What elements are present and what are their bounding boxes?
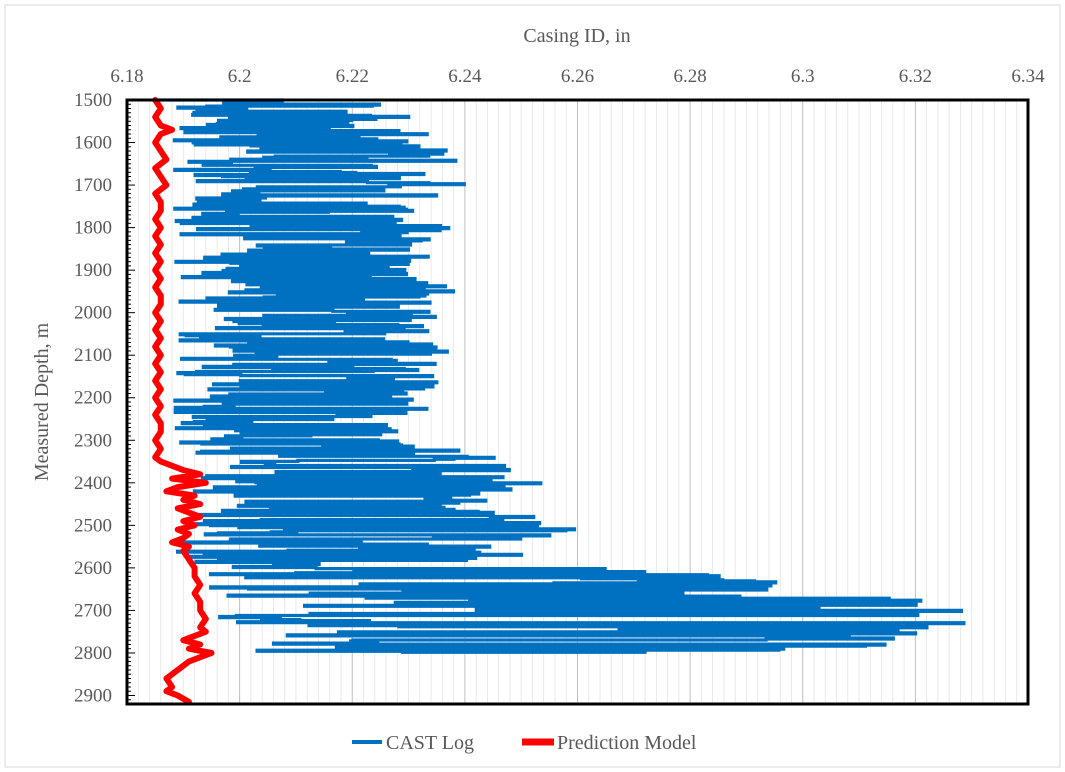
- y-axis-title: Measured Depth, m: [31, 322, 53, 481]
- y-minor-ticks: [127, 99, 135, 705]
- y-tick-labels: 1500 1600 1700 1800 1900 2000 2100 2200 2300 2400…: [74, 90, 112, 706]
- y-tick-label: 2700: [74, 600, 112, 621]
- cast-log-line: [155, 98, 966, 654]
- prediction-model-line: [152, 97, 215, 705]
- y-tick-label: 2300: [74, 430, 112, 451]
- x-tick-label: 6.26: [561, 66, 594, 87]
- legend: CAST Log Prediction Model: [352, 732, 697, 754]
- y-tick-label: 2000: [74, 303, 112, 324]
- y-tick-label: 2800: [74, 643, 112, 664]
- y-tick-label: 2900: [74, 685, 112, 706]
- y-tick-label: 2400: [74, 473, 112, 494]
- y-tick-label: 1900: [74, 260, 112, 281]
- y-tick-label: 2500: [74, 515, 112, 536]
- y-tick-label: 2100: [74, 345, 112, 366]
- x-tick-label: 6.22: [336, 66, 369, 87]
- x-tick-label: 6.3: [791, 66, 815, 87]
- cast-log-series: [155, 98, 966, 654]
- x-tick-label: 6.24: [448, 66, 482, 87]
- legend-label-prediction-model: Prediction Model: [557, 732, 697, 754]
- legend-label-cast-log: CAST Log: [386, 732, 474, 754]
- prediction-model-series: [152, 97, 215, 705]
- y-tick-label: 1800: [74, 218, 112, 239]
- y-tick-label: 2600: [74, 558, 112, 579]
- y-tick-label: 1700: [74, 175, 112, 196]
- x-tick-label: 6.28: [674, 66, 707, 87]
- y-tick-label: 1500: [74, 90, 112, 111]
- x-tick-labels: 6.18 6.2 6.22 6.24 6.26 6.28 6.3 6.32 6.34: [110, 66, 1045, 87]
- x-tick-label: 6.32: [899, 66, 932, 87]
- x-tick-label: 6.18: [110, 66, 143, 87]
- x-axis-title: Casing ID, in: [523, 25, 630, 47]
- x-tick-label: 6.34: [1011, 66, 1045, 87]
- x-tick-label: 6.2: [228, 66, 252, 87]
- y-tick-label: 2200: [74, 388, 112, 409]
- y-tick-label: 1600: [74, 133, 112, 154]
